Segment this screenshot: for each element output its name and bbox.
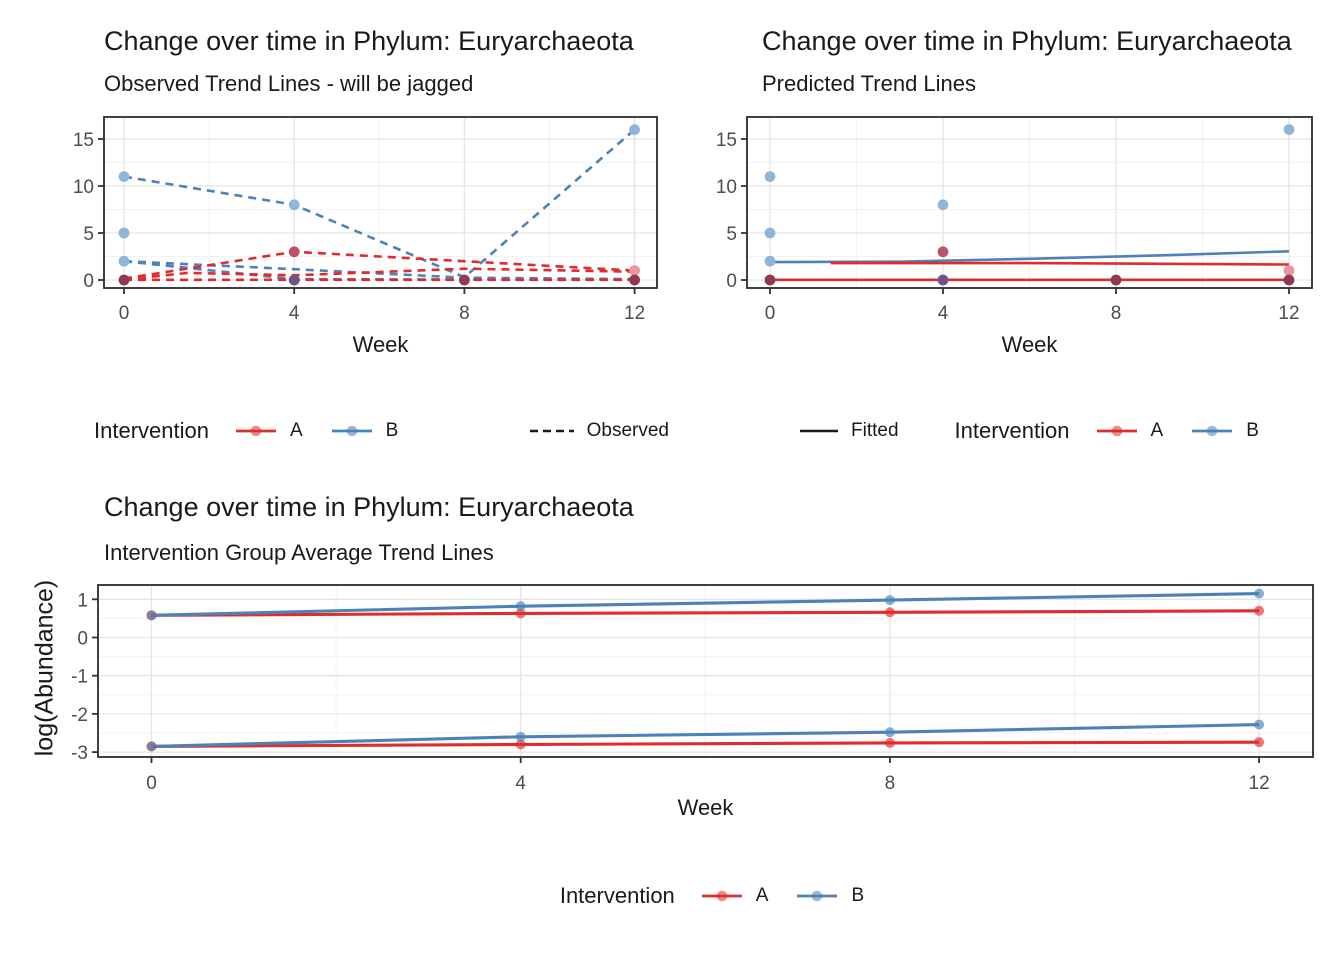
panel-observed: Change over time in Phylum: Euryarchaeot… xyxy=(0,0,672,470)
svg-text:0: 0 xyxy=(77,629,88,650)
svg-text:-3: -3 xyxy=(71,743,88,764)
legend-key-a-icon xyxy=(1096,425,1137,437)
legend-key-b-icon xyxy=(331,425,372,437)
svg-text:8: 8 xyxy=(1111,303,1122,324)
svg-text:4: 4 xyxy=(515,773,526,794)
legend-key-b-icon xyxy=(1192,425,1233,437)
average-legend: Intervention A B xyxy=(80,881,1344,911)
svg-text:4: 4 xyxy=(289,303,300,324)
legend-key-b-icon xyxy=(797,890,838,902)
legend-label-fitted: Fitted xyxy=(851,420,899,441)
panel-group-average: Change over time in Phylum: Euryarchaeot… xyxy=(0,470,1344,960)
svg-text:0: 0 xyxy=(146,773,157,794)
legend-label-a: A xyxy=(289,420,303,441)
svg-text:15: 15 xyxy=(716,130,737,151)
svg-text:5: 5 xyxy=(726,224,737,245)
observed-x-axis-title: Week xyxy=(352,332,409,357)
svg-text:0: 0 xyxy=(119,303,130,324)
legend-key-a-icon xyxy=(701,890,742,902)
svg-text:12: 12 xyxy=(1278,303,1299,324)
svg-text:12: 12 xyxy=(1249,773,1270,794)
svg-text:8: 8 xyxy=(459,303,470,324)
svg-text:10: 10 xyxy=(73,177,94,198)
average-x-axis-title: Week xyxy=(677,795,734,820)
legend-key-solid-icon xyxy=(800,429,838,433)
legend-title: Intervention xyxy=(94,418,209,443)
svg-text:-2: -2 xyxy=(71,705,88,726)
legend-label-a: A xyxy=(1150,420,1164,441)
svg-text:-1: -1 xyxy=(71,667,88,688)
predicted-chart-plot: 0 4 8 12 0 5 10 15 xyxy=(716,116,1313,324)
legend-label-b: B xyxy=(385,420,399,441)
observed-title: Change over time in Phylum: Euryarchaeot… xyxy=(104,26,634,56)
svg-text:12: 12 xyxy=(624,303,645,324)
predicted-x-axis-title: Week xyxy=(1001,332,1058,357)
average-chart-plot: 0 4 8 12 1 0 -1 -2 -3 xyxy=(71,584,1314,794)
legend-label-b: B xyxy=(851,885,865,906)
svg-text:10: 10 xyxy=(716,177,737,198)
legend-title: Intervention xyxy=(954,418,1070,443)
legend-label-a: A xyxy=(755,885,769,906)
observed-subtitle: Observed Trend Lines - will be jagged xyxy=(104,71,474,96)
panel-predicted: Change over time in Phylum: Euryarchaeot… xyxy=(672,0,1344,470)
legend-label-observed: Observed xyxy=(586,420,669,441)
svg-text:1: 1 xyxy=(77,590,88,611)
svg-text:8: 8 xyxy=(885,773,896,794)
observed-legend: Intervention A B Observed xyxy=(94,416,669,446)
average-title: Change over time in Phylum: Euryarchaeot… xyxy=(104,492,634,522)
average-y-axis-title: log(Abundance) xyxy=(30,579,59,757)
svg-text:5: 5 xyxy=(83,224,94,245)
predicted-subtitle: Predicted Trend Lines xyxy=(762,71,977,96)
predicted-title: Change over time in Phylum: Euryarchaeot… xyxy=(762,26,1292,56)
svg-text:0: 0 xyxy=(765,303,776,324)
legend-title: Intervention xyxy=(559,883,675,908)
legend-key-a-icon xyxy=(235,425,276,437)
svg-text:15: 15 xyxy=(73,130,94,151)
legend-key-dashed-icon xyxy=(529,429,574,433)
observed-chart-plot: 0 4 8 12 0 5 10 15 xyxy=(73,116,658,324)
svg-text:0: 0 xyxy=(83,271,94,292)
svg-text:0: 0 xyxy=(726,271,737,292)
average-subtitle: Intervention Group Average Trend Lines xyxy=(104,540,494,565)
predicted-legend: Fitted Intervention A B xyxy=(798,416,1259,446)
svg-text:4: 4 xyxy=(938,303,949,324)
legend-label-b: B xyxy=(1246,420,1259,441)
